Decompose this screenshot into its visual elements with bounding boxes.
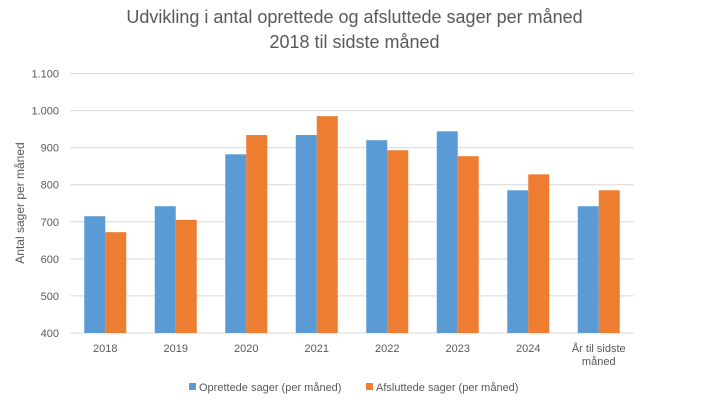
x-tick-label: 2021 — [305, 343, 329, 355]
bar-afsluttede-5 — [457, 156, 479, 333]
bar-afsluttede-0 — [105, 232, 127, 333]
legend-label-1: Afsluttede sager (per måned) — [376, 382, 518, 394]
x-tick-label: År til sidste — [572, 342, 626, 355]
x-tick-label: måned — [582, 356, 616, 368]
bars — [84, 116, 620, 333]
y-tick-label: 700 — [41, 217, 59, 229]
y-tick-label: 900 — [41, 143, 59, 155]
bar-afsluttede-2 — [246, 135, 268, 333]
y-tick-label: 400 — [41, 328, 59, 340]
y-axis-label: Antal sager per måned — [13, 142, 27, 263]
x-tick-label: 2023 — [446, 343, 470, 355]
y-axis-ticks: 400 500 600 700 800 900 1.000 1.100 — [31, 69, 59, 341]
bar-oprettede-1 — [154, 206, 176, 333]
bar-oprettede-3 — [295, 135, 317, 333]
bar-afsluttede-3 — [316, 116, 338, 333]
chart-subtitle: 2018 til sidste måned — [269, 32, 440, 52]
bar-oprettede-6 — [507, 190, 529, 333]
x-tick-label: 2020 — [234, 343, 258, 355]
gridlines — [70, 73, 634, 334]
legend-swatch-0 — [189, 383, 196, 390]
y-tick-label: 1.000 — [31, 106, 59, 118]
bar-oprettede-4 — [366, 140, 388, 333]
legend: Oprettede sager (per måned) Afsluttede sa… — [189, 382, 518, 394]
y-tick-label: 600 — [41, 254, 59, 266]
x-tick-label: 2022 — [375, 343, 399, 355]
bar-afsluttede-7 — [598, 190, 620, 333]
x-axis-ticks: 2018 2019 2020 2021 2022 2023 2024 År til sidst… — [93, 342, 626, 368]
legend-swatch-1 — [366, 383, 373, 390]
y-tick-label: 500 — [41, 291, 59, 303]
bar-oprettede-0 — [84, 216, 106, 333]
bar-oprettede-7 — [577, 206, 599, 333]
legend-label-0: Oprettede sager (per måned) — [199, 382, 341, 394]
y-tick-label: 1.100 — [31, 69, 59, 81]
bar-oprettede-5 — [436, 131, 458, 333]
bar-oprettede-2 — [225, 154, 247, 333]
bar-afsluttede-1 — [175, 219, 197, 333]
chart-title: Udvikling i antal oprettede og afslutted… — [126, 7, 583, 27]
x-tick-label: 2024 — [516, 343, 540, 355]
bar-afsluttede-4 — [387, 150, 409, 333]
x-tick-label: 2018 — [93, 343, 117, 355]
y-tick-label: 800 — [41, 180, 59, 192]
x-tick-label: 2019 — [164, 343, 188, 355]
bar-afsluttede-6 — [528, 174, 550, 333]
